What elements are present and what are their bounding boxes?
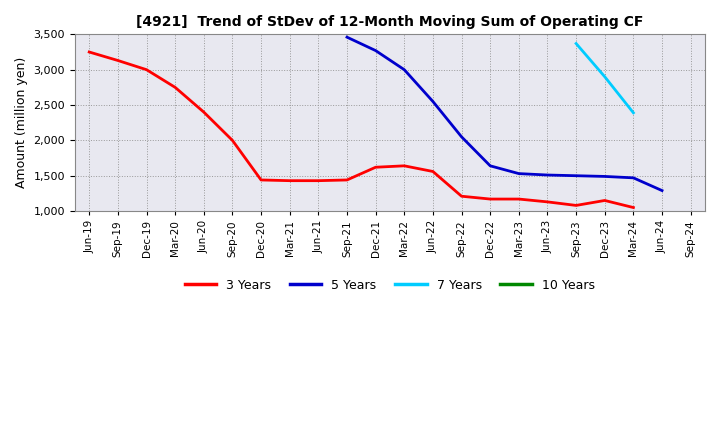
3 Years bbox=[572, 203, 580, 208]
5 Years bbox=[572, 173, 580, 178]
5 Years bbox=[343, 34, 351, 40]
3 Years bbox=[543, 199, 552, 205]
3 Years bbox=[171, 85, 179, 90]
7 Years bbox=[600, 74, 609, 79]
3 Years bbox=[228, 138, 237, 143]
5 Years bbox=[428, 99, 437, 104]
3 Years bbox=[400, 163, 408, 169]
7 Years bbox=[629, 110, 638, 115]
3 Years bbox=[515, 196, 523, 202]
5 Years bbox=[657, 188, 666, 193]
5 Years bbox=[457, 134, 466, 139]
5 Years bbox=[629, 175, 638, 180]
3 Years bbox=[372, 165, 380, 170]
5 Years bbox=[600, 174, 609, 179]
5 Years bbox=[400, 67, 408, 72]
7 Years bbox=[572, 41, 580, 46]
3 Years bbox=[486, 196, 495, 202]
3 Years bbox=[314, 178, 323, 183]
Title: [4921]  Trend of StDev of 12-Month Moving Sum of Operating CF: [4921] Trend of StDev of 12-Month Moving… bbox=[136, 15, 644, 29]
5 Years bbox=[543, 172, 552, 178]
5 Years bbox=[486, 163, 495, 169]
3 Years bbox=[600, 198, 609, 203]
3 Years bbox=[199, 110, 208, 115]
5 Years bbox=[515, 171, 523, 176]
Line: 5 Years: 5 Years bbox=[347, 37, 662, 191]
3 Years bbox=[285, 178, 294, 183]
3 Years bbox=[114, 58, 122, 63]
3 Years bbox=[629, 205, 638, 210]
5 Years bbox=[372, 48, 380, 53]
Y-axis label: Amount (million yen): Amount (million yen) bbox=[15, 57, 28, 188]
3 Years bbox=[457, 194, 466, 199]
3 Years bbox=[257, 177, 266, 183]
3 Years bbox=[85, 49, 94, 55]
Line: 3 Years: 3 Years bbox=[89, 52, 634, 208]
Line: 7 Years: 7 Years bbox=[576, 44, 634, 113]
3 Years bbox=[428, 169, 437, 174]
3 Years bbox=[142, 67, 150, 72]
Legend: 3 Years, 5 Years, 7 Years, 10 Years: 3 Years, 5 Years, 7 Years, 10 Years bbox=[180, 274, 600, 297]
3 Years bbox=[343, 177, 351, 183]
